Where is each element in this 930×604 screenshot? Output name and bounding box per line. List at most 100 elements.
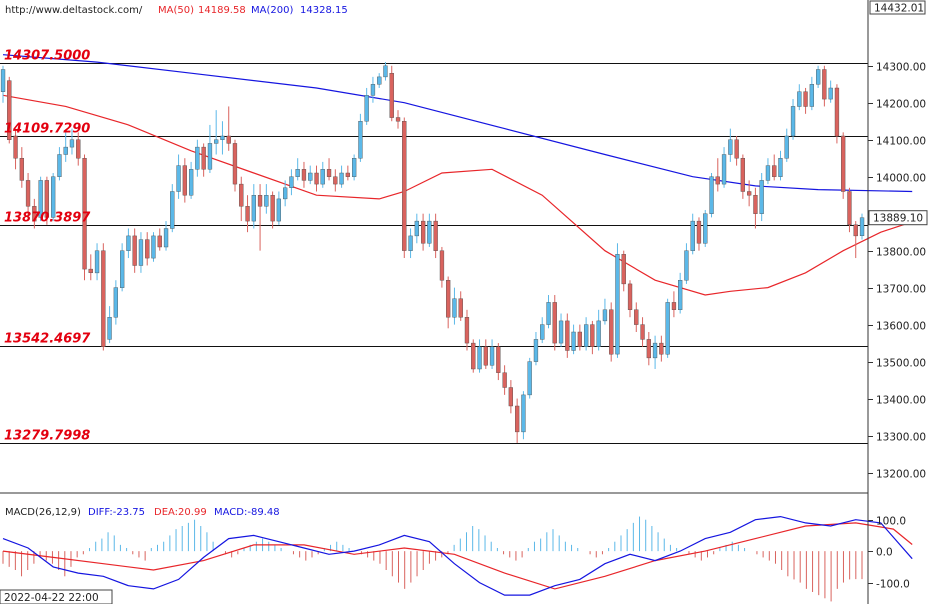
candle-body — [88, 268, 93, 274]
y-tick-label: 14300.00 — [876, 62, 926, 74]
candle-body — [395, 117, 401, 122]
footer-date: 2022-04-22 22:00 — [4, 592, 99, 604]
top-price-label: 14432.01 — [874, 3, 924, 15]
y-tick-label: 14000.00 — [876, 173, 926, 185]
level-labels: 14307.5000 14109.7290 13870.3897 13542.4697… — [4, 49, 91, 444]
candle-body — [119, 250, 125, 288]
candle-body — [339, 172, 344, 185]
candle-body — [283, 187, 288, 200]
last-price-label: 13889.10 — [873, 213, 923, 225]
candle-body — [696, 220, 702, 244]
candle-body — [521, 394, 526, 433]
candle-body — [759, 180, 764, 214]
candle-body — [220, 135, 225, 140]
candle-body — [239, 183, 244, 207]
candle-body — [107, 317, 112, 340]
candle-body — [734, 139, 739, 159]
candle-body — [320, 169, 325, 185]
candle-body — [753, 194, 758, 214]
ma200-line — [2, 54, 913, 193]
candle-body — [652, 342, 658, 359]
candle-body — [678, 280, 683, 311]
macd-diff-line — [2, 515, 913, 596]
candle-body — [44, 180, 50, 218]
candle-body — [646, 339, 652, 359]
candle-body — [57, 154, 62, 177]
candle-body — [421, 220, 426, 244]
site-url[interactable]: http://www.deltastock.com/ — [5, 5, 143, 16]
candle-body — [427, 220, 432, 244]
macd-dea-line — [2, 522, 913, 590]
candle-body — [665, 302, 670, 355]
y-tick-label: 14100.00 — [876, 136, 926, 148]
candle-body — [201, 146, 206, 170]
candle-body — [408, 235, 413, 251]
candle-body — [289, 176, 294, 188]
candle-body — [232, 143, 238, 185]
level-label: 13279.7998 — [4, 429, 90, 444]
candle-body — [251, 194, 256, 222]
candle-body — [308, 172, 313, 181]
candle-body — [828, 87, 833, 100]
candle-body — [690, 220, 695, 251]
candle-body — [577, 331, 583, 348]
candlesticks — [0, 62, 865, 443]
macd-histogram — [2, 516, 863, 602]
candle-body — [439, 250, 445, 281]
candle-body — [822, 69, 827, 100]
candle-body — [634, 309, 639, 325]
candle-body — [703, 213, 708, 244]
candle-body — [257, 194, 263, 207]
candle-body — [195, 146, 200, 170]
macd-diff-label: DIFF:-23.75 — [88, 507, 145, 518]
candle-body — [383, 65, 388, 78]
ma50-label: MA(50) — [158, 5, 194, 16]
candle-body — [740, 157, 746, 192]
candle-body — [226, 135, 231, 144]
candle-body — [565, 320, 570, 351]
candle-body — [816, 69, 821, 85]
candle-body — [627, 283, 633, 310]
candle-body — [609, 309, 614, 355]
candle-body — [182, 165, 187, 196]
candle-body — [502, 372, 507, 388]
candle-body — [138, 239, 144, 266]
candle-body — [596, 320, 601, 347]
candle-body — [615, 254, 620, 355]
candle-body — [157, 235, 162, 248]
level-label: 13542.4697 — [4, 332, 91, 347]
candle-body — [847, 191, 852, 225]
candle-body — [471, 342, 476, 370]
candle-body — [163, 228, 169, 248]
macd-y-axis: 100.0 0.0 -100.0 — [868, 516, 910, 591]
last-price-marker: 13889.10 — [868, 210, 928, 226]
support-resistance-levels — [0, 63, 868, 444]
candle-body — [621, 254, 626, 285]
candle-body — [69, 139, 75, 148]
candle-body — [546, 302, 551, 325]
candle-body — [496, 346, 501, 373]
y-tick-label: 13200.00 — [876, 469, 926, 481]
candle-body — [326, 169, 332, 177]
candle-body — [446, 280, 451, 318]
candle-body — [264, 194, 269, 207]
candle-body — [853, 224, 858, 237]
date-box — [0, 589, 113, 604]
candle-body — [213, 139, 219, 144]
candle-body — [364, 95, 369, 122]
candle-body — [126, 235, 131, 251]
candle-body — [207, 143, 213, 170]
candle-body — [859, 217, 865, 236]
candle-body — [558, 320, 564, 344]
candle-body — [684, 250, 689, 281]
candle-body — [7, 80, 12, 140]
candle-body — [82, 157, 87, 270]
candle-body — [640, 324, 645, 340]
candle-body — [51, 176, 56, 218]
candle-body — [25, 180, 31, 207]
candle-body — [765, 165, 771, 181]
macd-value-label: MACD:-89.48 — [214, 507, 280, 518]
candle-body — [170, 191, 175, 229]
candle-body — [314, 172, 319, 185]
candle-body — [803, 91, 808, 107]
